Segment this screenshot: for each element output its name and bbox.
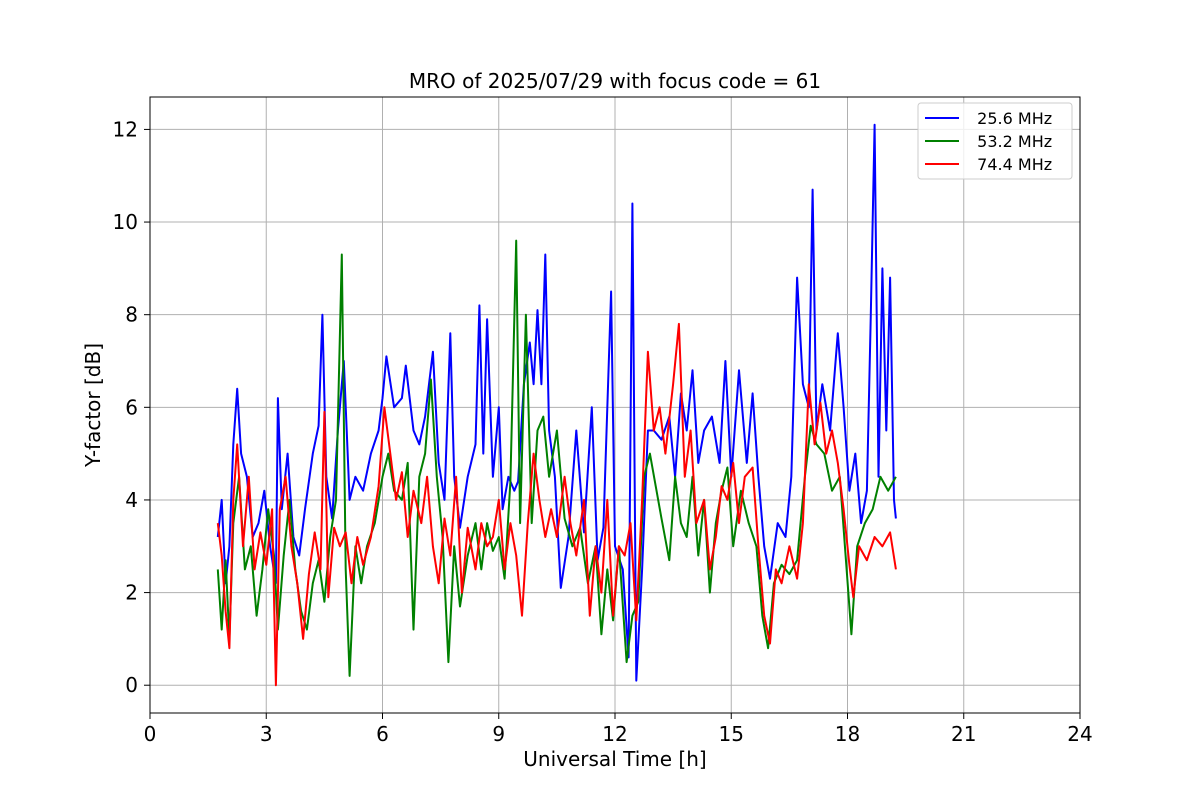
series-layer xyxy=(216,123,897,687)
y-tick-label: 0 xyxy=(125,673,138,697)
x-tick-label: 3 xyxy=(260,722,273,746)
y-tick-label: 4 xyxy=(125,488,138,512)
series-line-0 xyxy=(216,123,897,682)
x-tick-label: 24 xyxy=(1067,722,1092,746)
y-axis-label: Y-factor [dB] xyxy=(81,343,105,468)
x-axis-label: Universal Time [h] xyxy=(523,747,706,771)
x-tick-label: 9 xyxy=(492,722,505,746)
y-tick-label: 2 xyxy=(125,581,138,605)
x-tick-label: 21 xyxy=(951,722,976,746)
legend-label-74-4: 74.4 MHz xyxy=(967,155,1052,174)
x-tick-label: 0 xyxy=(144,722,157,746)
x-tick-label: 12 xyxy=(602,722,627,746)
legend-label-53-2: 53.2 MHz xyxy=(967,132,1052,151)
x-tick-label: 6 xyxy=(376,722,389,746)
chart-title: MRO of 2025/07/29 with focus code = 61 xyxy=(409,69,821,93)
legend-label-25-6: 25.6 MHz xyxy=(967,109,1052,128)
x-tick-label: 18 xyxy=(835,722,860,746)
y-tick-label: 6 xyxy=(125,395,138,419)
legend-box xyxy=(917,102,1073,180)
y-tick-label: 8 xyxy=(125,303,138,327)
legend: 25.6 MHz 53.2 MHz 74.4 MHz xyxy=(917,102,1073,180)
y-tick-label: 12 xyxy=(113,117,138,141)
series-line-1 xyxy=(216,239,897,677)
y-tick-label: 10 xyxy=(113,210,138,234)
x-tick-label: 15 xyxy=(719,722,744,746)
series-line-2 xyxy=(216,322,897,687)
